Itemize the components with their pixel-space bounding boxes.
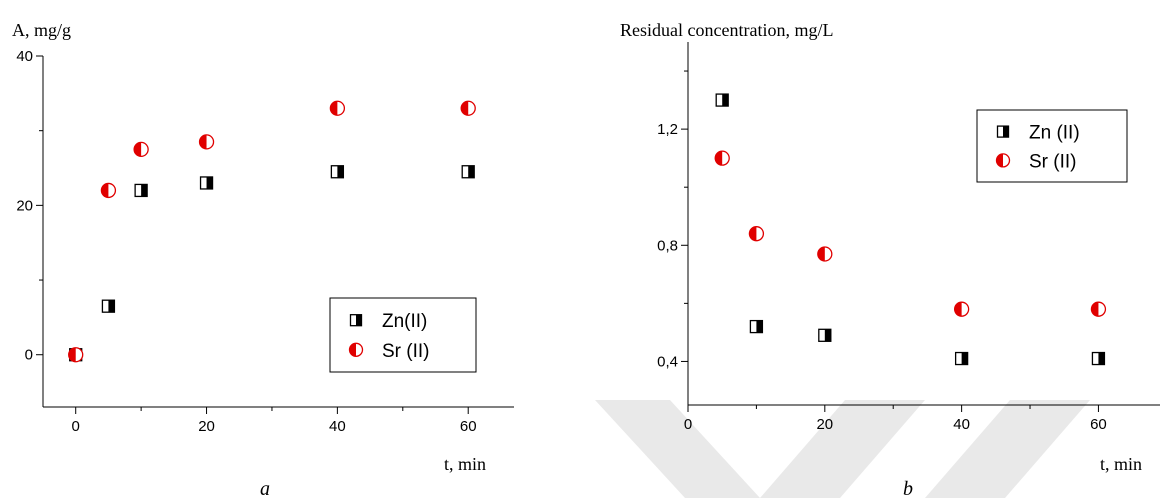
legend-zn-marker (996, 125, 1010, 138)
x-axis-label: t, min (1100, 454, 1142, 474)
x-tick-label: 20 (816, 416, 833, 433)
zn-data-point (199, 176, 214, 190)
data-points (68, 100, 476, 363)
legend: Zn (II) Sr (II) (976, 109, 1128, 183)
legend-label: Sr (II) (1029, 151, 1077, 172)
zn-data-point (1091, 351, 1106, 366)
legend: Zn(II) Sr (II) (329, 297, 477, 373)
zn-data-point (749, 319, 764, 334)
axes (42, 56, 514, 408)
x-tick-label: 0 (684, 416, 692, 433)
zn-data-point (715, 93, 729, 107)
x-axis-label: t, min (444, 454, 486, 474)
x-tick-label: 60 (460, 418, 477, 435)
x-tick-label: 40 (953, 416, 970, 433)
sr-data-point (714, 150, 730, 166)
y-tick-label: 20 (16, 197, 33, 214)
sr-data-point (748, 226, 765, 242)
sr-data-point (817, 246, 833, 262)
zn-data-point (461, 165, 475, 179)
panel-caption: b (903, 478, 913, 498)
data-points (714, 93, 1107, 366)
ticks: 0 20 40 60 0 20 40 (16, 48, 476, 435)
legend-sr-marker (995, 153, 1011, 168)
legend-box (976, 109, 1128, 183)
sr-data-point (953, 301, 970, 317)
sr-data-point (460, 100, 476, 116)
zn-data-point (818, 328, 832, 342)
y-axis-label: A, mg/g (12, 20, 71, 40)
zn-data-point (101, 299, 116, 313)
y-axis-label: Residual concentration, mg/L (620, 20, 833, 40)
sr-data-point (198, 134, 215, 150)
x-tick-label: 60 (1090, 416, 1107, 433)
zn-data-point (954, 351, 969, 366)
legend-label: Zn(II) (382, 311, 427, 332)
watermark-shape (595, 400, 1090, 498)
legend-label: Sr (II) (382, 341, 430, 362)
sr-data-point (329, 100, 346, 116)
y-tick-label: 1,2 (657, 121, 678, 138)
y-tick-label: 0,4 (657, 353, 678, 370)
y-tick-label: 0 (25, 347, 33, 364)
y-tick-label: 40 (16, 48, 33, 65)
sr-data-point (68, 347, 84, 363)
ticks: 0 20 40 60 0,4 0,8 1,2 (657, 70, 1107, 433)
legend-sr-marker (348, 342, 364, 357)
zn-data-point (134, 183, 148, 198)
y-tick-label: 0,8 (657, 237, 678, 254)
x-tick-label: 20 (198, 418, 215, 435)
x-tick-label: 0 (72, 418, 80, 435)
zn-data-point (330, 165, 345, 179)
sr-data-point (133, 141, 149, 158)
chart-panel-b: Residual concentration, mg/L t, min b 0 2… (620, 20, 1160, 498)
sr-data-point (100, 182, 117, 199)
sr-data-point (1090, 301, 1107, 317)
legend-label: Zn (II) (1029, 123, 1080, 144)
x-tick-label: 40 (329, 418, 346, 435)
panel-caption: a (260, 478, 270, 498)
legend-zn-marker (349, 314, 363, 327)
chart-panel-a: A, mg/g t, min a 0 20 40 60 0 20 40 Zn(II) Sr (… (12, 20, 514, 498)
axes (687, 42, 1160, 406)
legend-box (329, 297, 477, 373)
